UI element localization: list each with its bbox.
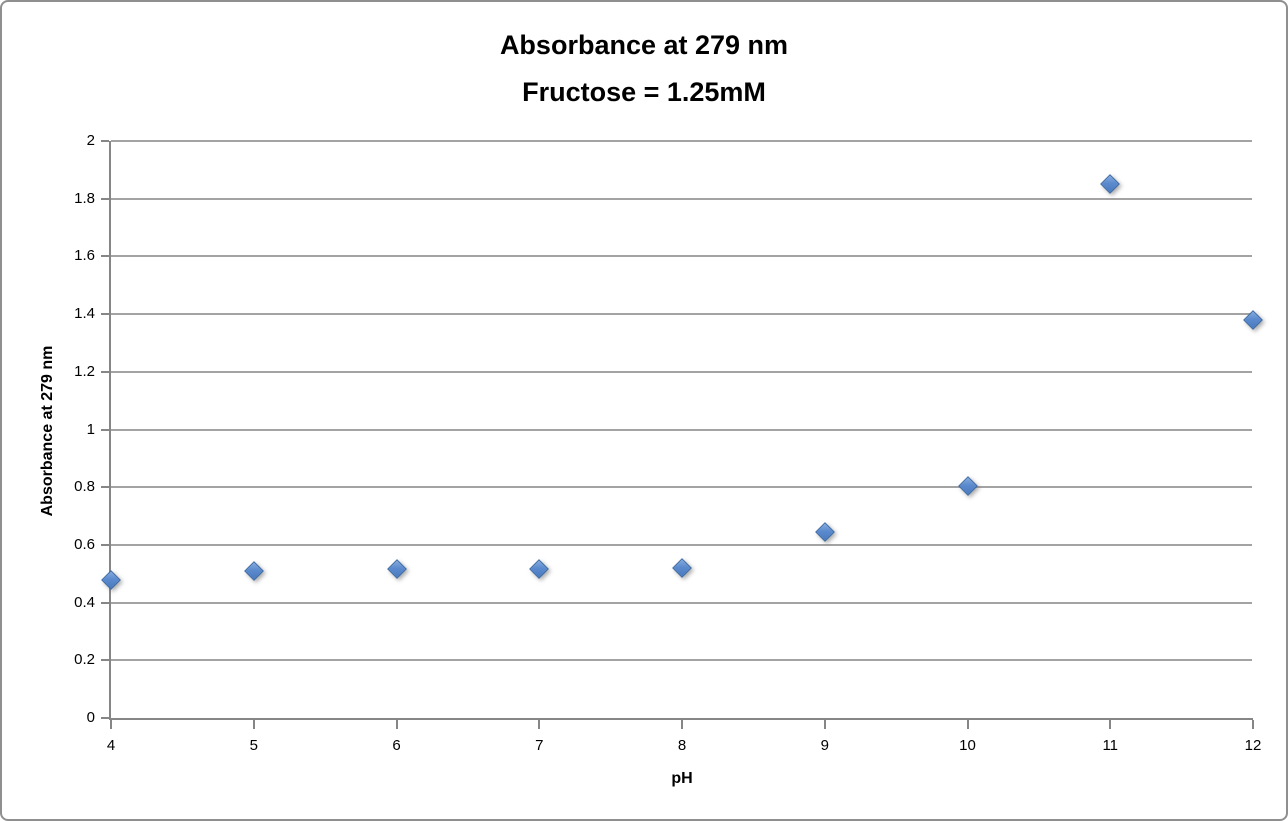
x-tick-label: 7 <box>535 737 544 754</box>
gridline <box>111 659 1252 662</box>
x-tick-label: 12 <box>1244 737 1262 754</box>
gridline <box>111 255 1252 258</box>
x-axis-tick <box>395 720 398 729</box>
x-axis-tick <box>538 720 541 729</box>
gridline <box>111 601 1252 604</box>
gridline <box>111 428 1252 431</box>
x-axis-tick <box>252 720 255 729</box>
gridline <box>111 197 1252 200</box>
x-axis-tick <box>1109 720 1112 729</box>
y-tick-label: 2 <box>86 132 95 149</box>
x-axis-tick <box>681 720 683 729</box>
gridline <box>111 313 1252 316</box>
x-tick-label: 11 <box>1102 737 1119 754</box>
y-tick-label: 0.4 <box>74 593 95 611</box>
y-tick-label: 0.6 <box>74 535 95 553</box>
y-axis-tick <box>101 313 109 316</box>
y-axis-tick <box>101 140 109 142</box>
x-axis-tick <box>823 720 826 729</box>
y-axis-tick <box>101 428 109 431</box>
y-tick-label: 1.6 <box>74 247 95 265</box>
x-tick-label: 8 <box>677 737 687 754</box>
gridline <box>111 140 1252 142</box>
y-axis-tick <box>101 370 109 373</box>
plot-area: Absorbance at 279 nm pH 0 0.2 0.4 0.6 0.8 1 1.… <box>39 132 1263 787</box>
diamond-marker-shape <box>243 560 264 581</box>
y-axis-tick <box>101 255 109 258</box>
chart-title-line2: Fructose = 1.25mM <box>522 77 766 107</box>
x-tick-label: 10 <box>959 737 976 754</box>
diamond-marker-shape <box>672 558 692 578</box>
y-axis-tick <box>101 717 109 719</box>
x-tick-label: 4 <box>106 737 116 754</box>
gridline <box>111 370 1252 373</box>
diamond-marker-shape <box>386 559 407 580</box>
y-axis-tick <box>101 486 109 489</box>
y-tick-label: 1 <box>86 420 95 438</box>
x-tick-label: 9 <box>820 737 829 754</box>
x-axis-title: pH <box>671 770 693 787</box>
chart-title-line1: Absorbance at 279 nm <box>499 30 789 60</box>
diamond-marker-shape <box>101 569 121 590</box>
diamond-marker-shape <box>814 522 835 542</box>
x-axis-tick <box>110 720 112 729</box>
gridline <box>111 543 1252 546</box>
x-tick-label: 6 <box>392 737 401 754</box>
diamond-marker-shape <box>529 559 550 580</box>
gridline <box>111 486 1252 489</box>
diamond-marker-shape <box>957 475 978 496</box>
y-tick-label: 0.8 <box>74 478 95 496</box>
chart-title: Absorbance at 279 nm Fructose = 1.25mM <box>0 22 1288 116</box>
y-axis-tick <box>101 543 109 546</box>
y-tick-label: 1.2 <box>74 362 95 380</box>
x-tick-label: 5 <box>249 737 258 754</box>
x-axis-tick <box>1252 720 1254 729</box>
y-axis-tick <box>101 601 109 604</box>
y-tick-label: 0.2 <box>74 651 95 669</box>
x-axis-tick <box>966 720 969 729</box>
y-axis-tick <box>101 659 109 662</box>
diamond-marker-shape <box>1100 174 1121 195</box>
y-tick-label: 1.8 <box>74 189 95 207</box>
y-axis-tick <box>101 197 109 200</box>
y-tick-label: 0 <box>86 709 95 726</box>
y-tick-label: 1.4 <box>74 305 95 323</box>
